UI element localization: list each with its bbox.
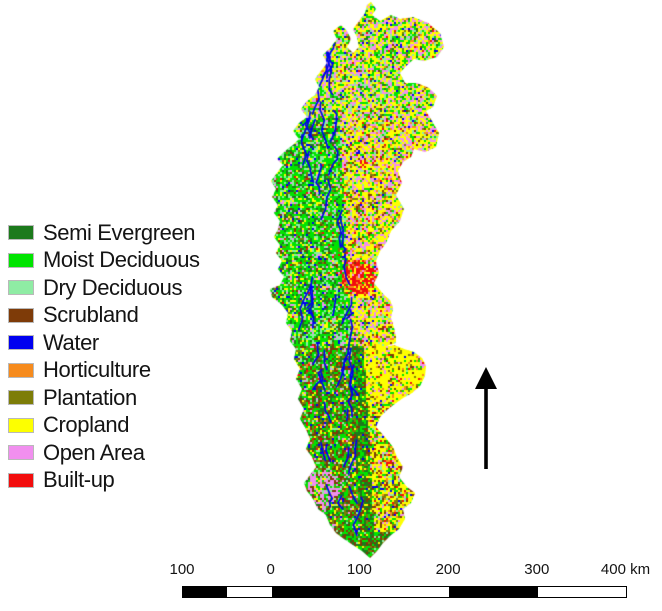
- legend-swatch: [8, 362, 34, 378]
- scale-tick-label: 200: [435, 561, 461, 578]
- legend-swatch: [8, 225, 34, 241]
- legend-label: Semi Evergreen: [43, 219, 196, 245]
- scale-bar-segment: [271, 587, 361, 597]
- scale-bar-segment: [360, 587, 450, 597]
- legend-item: Open Area: [8, 439, 200, 467]
- legend-item: Water: [8, 329, 200, 357]
- scale-bar-segment: [449, 587, 538, 597]
- legend-label: Plantation: [43, 384, 137, 410]
- legend-item: Scrubland: [8, 302, 200, 330]
- legend-label: Open Area: [43, 439, 145, 465]
- legend-item: Horticulture: [8, 357, 200, 385]
- scale-bar-segment: [537, 587, 627, 597]
- scale-tick-label: 0: [266, 561, 275, 578]
- legend-item: Cropland: [8, 412, 200, 440]
- legend-swatch: [8, 445, 34, 461]
- legend-label: Dry Deciduous: [43, 274, 183, 300]
- legend-swatch: [8, 472, 34, 488]
- legend-item: Semi Evergreen: [8, 219, 200, 247]
- legend-swatch: [8, 307, 34, 323]
- legend-item: Dry Deciduous: [8, 274, 200, 302]
- scale-bar-segments: [182, 586, 628, 598]
- legend-label: Water: [43, 329, 99, 355]
- scale-tick-label: 400 km: [600, 561, 651, 578]
- legend-label: Moist Deciduous: [43, 247, 200, 273]
- legend-label: Horticulture: [43, 357, 151, 383]
- scale-tick-label: 300: [524, 561, 550, 578]
- legend-swatch: [8, 280, 34, 296]
- scale-bar-segment: [183, 587, 228, 597]
- land-cover-map-raster: [268, 0, 464, 562]
- legend-label: Built-up: [43, 467, 115, 493]
- scale-bar: 100 0 100 200 300 400 km: [162, 561, 662, 606]
- legend-item: Plantation: [8, 384, 200, 412]
- scale-tick-label: 100: [346, 561, 372, 578]
- legend-swatch: [8, 390, 34, 406]
- legend-swatch: [8, 417, 34, 433]
- legend-swatch: [8, 335, 34, 351]
- scale-bar-segment: [227, 587, 272, 597]
- legend-item: Built-up: [8, 467, 200, 495]
- scale-tick-label: 100: [169, 561, 195, 578]
- legend-label: Cropland: [43, 412, 130, 438]
- legend: Semi Evergreen Moist Deciduous Dry Deciduo…: [8, 219, 200, 494]
- legend-item: Moist Deciduous: [8, 247, 200, 275]
- legend-label: Scrubland: [43, 302, 139, 328]
- north-arrow-icon: [475, 367, 497, 469]
- legend-swatch: [8, 252, 34, 268]
